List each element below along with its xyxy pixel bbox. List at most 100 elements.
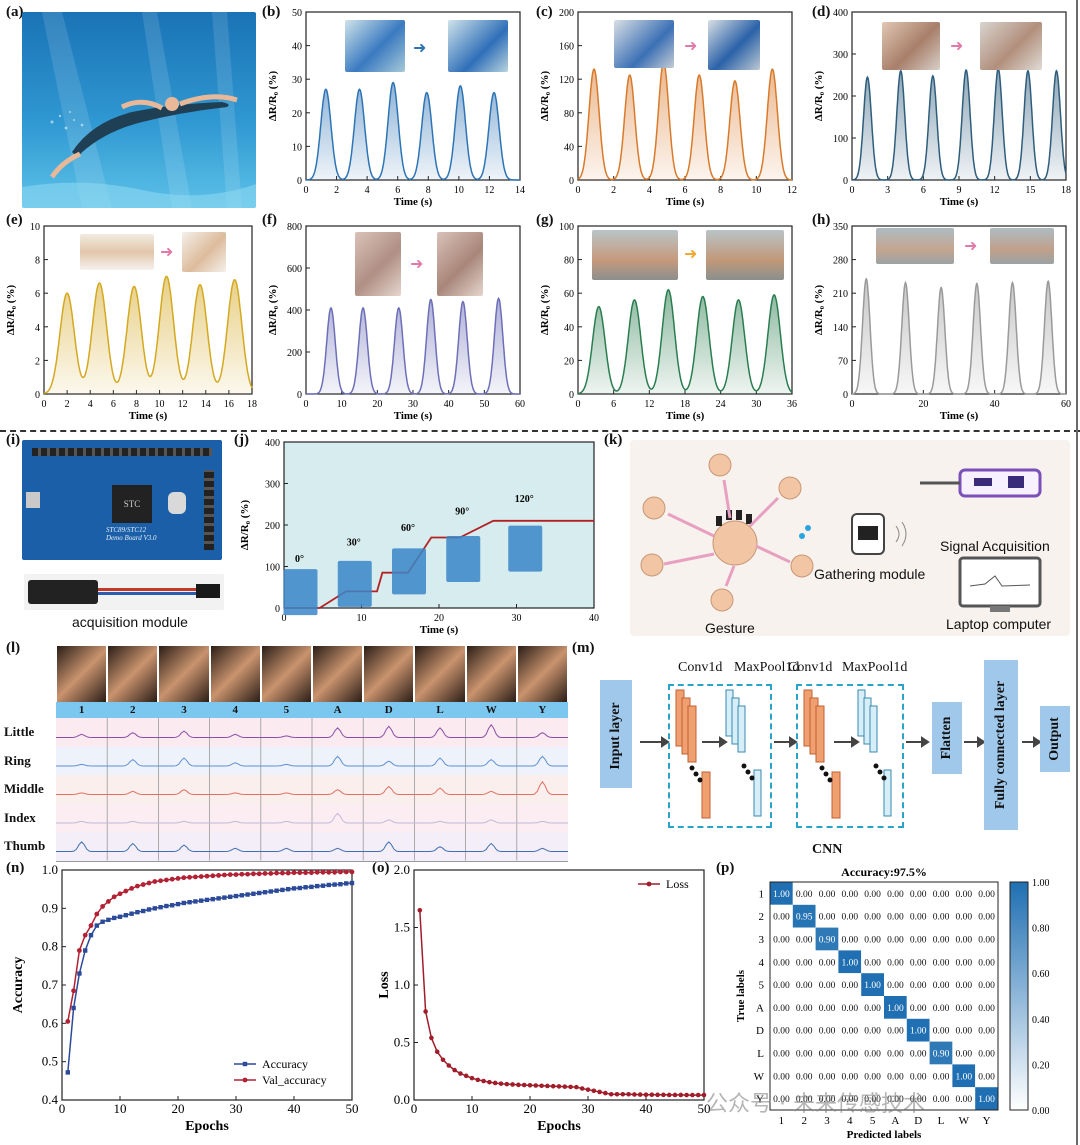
- heatmap-cell: [906, 1041, 930, 1065]
- loss-line: [419, 910, 704, 1096]
- signal-line: [577, 61, 792, 181]
- signal-dot: [805, 525, 811, 531]
- sensor-cable-photo: [24, 574, 224, 610]
- signal-line: [852, 277, 1066, 395]
- heatmap-value: 1.00: [910, 1027, 927, 1037]
- heatmap-cell: [975, 882, 998, 905]
- x-tick-label: 20: [372, 399, 382, 410]
- heatmap-value: 0.00: [910, 958, 927, 968]
- heatmap-value: 0.00: [773, 1050, 790, 1060]
- signal-area: [578, 62, 792, 180]
- gathering-module-label: Gathering module: [814, 566, 926, 582]
- val-accuracy-point: [338, 869, 343, 875]
- gesture-signal-table: 1 2 3 4 5 A D L W Y Little Ring Middle Index Thumb: [4, 646, 570, 862]
- x-tick-label: 6: [683, 185, 688, 196]
- x-tick-label: 12: [990, 185, 1000, 196]
- x-tick-label: 2: [334, 185, 339, 196]
- angle-label: 60°: [401, 523, 415, 534]
- heatmap-cell: [770, 1087, 793, 1110]
- y-axis-label: ΔR/R₀ (%): [539, 71, 551, 122]
- heatmap-cell: [792, 1087, 816, 1110]
- heatmap-value: 0.00: [955, 981, 972, 991]
- x-tick-label: 20: [918, 399, 928, 410]
- heatmap-cell: [884, 927, 907, 951]
- y-tick-label: 0.5: [42, 1054, 58, 1069]
- y-tick-label: 0: [275, 604, 280, 615]
- true-label-tick: 1: [759, 888, 765, 900]
- loss-point: [568, 1084, 573, 1090]
- heatmap-cell: [884, 1041, 907, 1065]
- loss-point: [637, 1092, 643, 1097]
- x-tick-label: 10: [357, 613, 367, 624]
- x-tick-label: 14: [515, 185, 525, 196]
- arrow-icon-f: ➜: [410, 256, 424, 273]
- panel-label-p: (p): [716, 860, 735, 876]
- heatmap-cell: [975, 1064, 998, 1088]
- heatmap-value: 0.00: [773, 936, 790, 946]
- colorbar-tick-label: 1.00: [1032, 878, 1050, 889]
- plot-background: [306, 226, 520, 394]
- heatmap-value: 0.90: [819, 936, 836, 946]
- y-axis-label: ΔR/R₀ (%): [267, 285, 279, 336]
- heatmap-cell: [952, 1087, 976, 1110]
- pred-label-tick: A: [891, 1115, 899, 1127]
- accuracy-point: [309, 884, 314, 890]
- accuracy-point: [332, 882, 337, 887]
- heatmap-cell: [952, 1018, 976, 1042]
- legend-marker: [242, 1061, 248, 1067]
- fully-connected-label: Fully connected layer: [993, 680, 1008, 810]
- y-tick-label: 200: [833, 92, 848, 103]
- heatmap-value: 0.00: [864, 1095, 881, 1105]
- x-tick-label: 20: [434, 613, 444, 624]
- heatmap-cell: [838, 1018, 862, 1042]
- signal-acquisition-chip-icon: [958, 468, 1042, 498]
- loss-point: [492, 1080, 498, 1086]
- heatmap-value: 0.00: [773, 913, 790, 923]
- heatmap-cell: [929, 1018, 953, 1042]
- chart-p: Accuracy:97.5% 1.00 0.00 0.00 0.00 0.00 0.00 0.…: [735, 865, 1050, 1141]
- heatmap-cell: [906, 1064, 930, 1088]
- x-tick-label: 18: [680, 399, 690, 410]
- loss-point: [579, 1086, 585, 1091]
- heatmap-value: 1.00: [841, 958, 858, 968]
- sensor-module: [28, 580, 98, 604]
- loss-point: [417, 907, 423, 913]
- y-tick-label: 40: [564, 142, 574, 153]
- x-tick-label: 40: [288, 1101, 301, 1116]
- y-tick-label: 0.4: [42, 1092, 59, 1107]
- val-accuracy-point: [117, 891, 123, 897]
- heatmap-value: 0.90: [933, 1050, 950, 1060]
- x-axis-label: Time (s): [666, 196, 705, 208]
- heatmap-cell: [792, 927, 816, 951]
- pred-label-tick: 4: [847, 1115, 853, 1127]
- true-label-tick: L: [757, 1048, 764, 1060]
- heatmap-cell: [792, 950, 816, 974]
- panel-label-n: (n): [6, 860, 25, 876]
- x-tick-label: 50: [346, 1101, 359, 1116]
- x-tick-label: 50: [698, 1101, 711, 1116]
- val-accuracy-point: [71, 988, 76, 994]
- accuracy-point: [77, 971, 82, 976]
- val-accuracy-point: [233, 872, 239, 877]
- loss-point: [562, 1084, 568, 1089]
- y-tick-label: 350: [833, 222, 848, 233]
- y-tick-label: 2.0: [394, 862, 410, 877]
- accuracy-point: [245, 892, 250, 897]
- x-axis-label: Time (s): [394, 410, 433, 422]
- loss-point: [614, 1091, 620, 1097]
- inset-photo-c2: [708, 20, 760, 70]
- heatmap-value: 1.00: [978, 1095, 995, 1105]
- heatmap-value: 0.00: [796, 1027, 813, 1037]
- val-accuracy-point: [158, 878, 164, 884]
- heatmap-value: 0.00: [841, 1095, 858, 1105]
- x-tick-label: 10: [114, 1101, 127, 1116]
- val-accuracy-point: [198, 874, 204, 879]
- heatmap-cell: [792, 904, 816, 928]
- heatmap-value: 0.00: [841, 913, 858, 923]
- panel-label-g: (g): [536, 212, 554, 228]
- conv1-label: Conv1d: [678, 660, 723, 675]
- pred-label-tick: 5: [870, 1115, 876, 1127]
- heatmap-value: 0.00: [910, 1072, 927, 1082]
- finger-row-label: Thumb: [4, 838, 46, 853]
- heatmap-value: 0.00: [841, 936, 858, 946]
